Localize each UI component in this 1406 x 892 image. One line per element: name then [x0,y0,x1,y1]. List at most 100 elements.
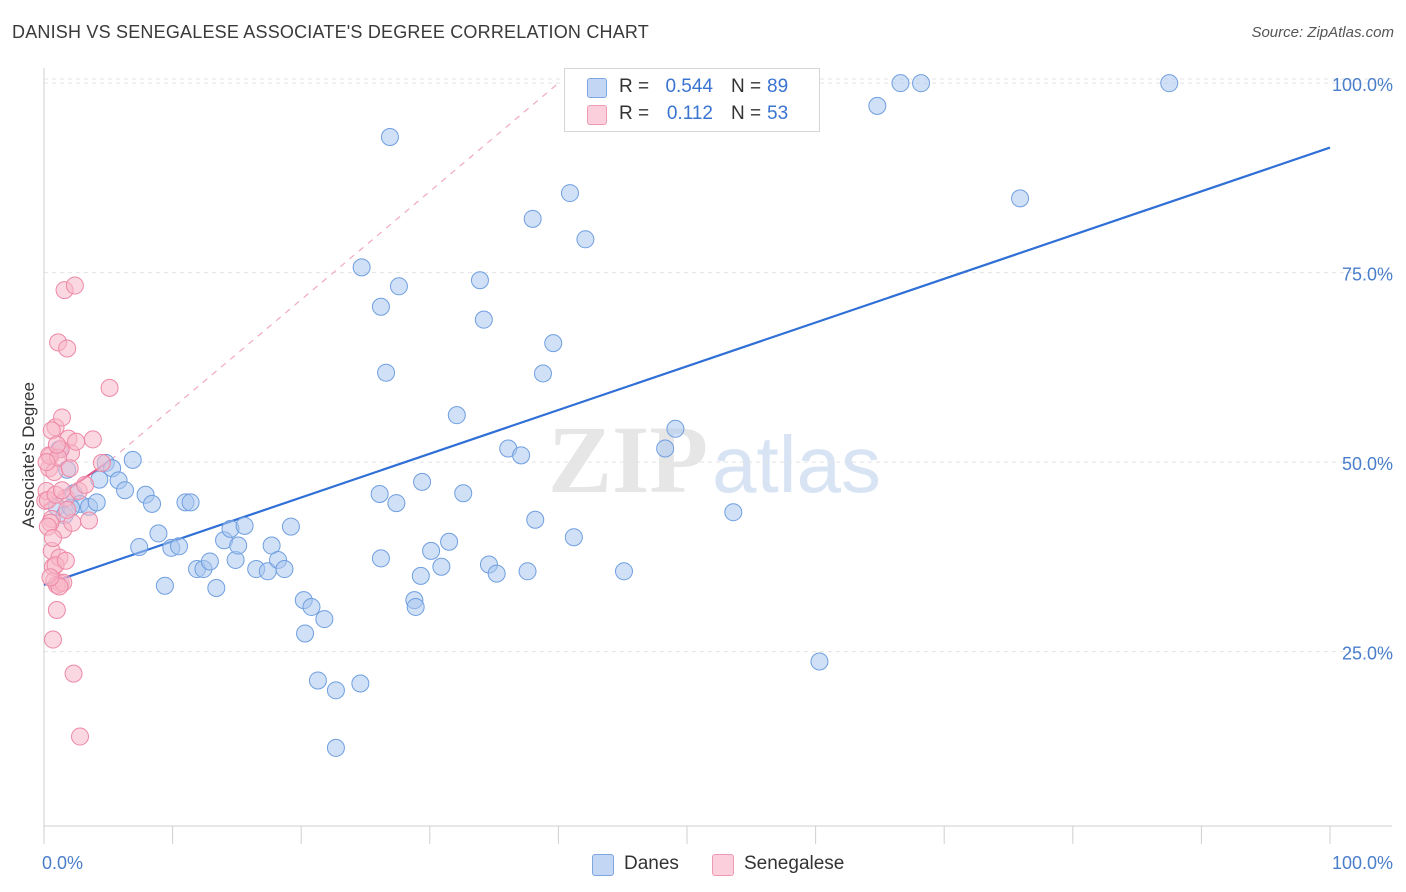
trend-line-danes [43,146,1331,586]
senegalese-point [58,339,77,358]
danes-point [155,576,174,595]
senegalese-point [65,276,84,295]
danes-point [308,671,327,690]
senegalese-r-value: 0.112 [666,103,713,124]
senegalese-point [67,432,86,451]
danes-point [377,363,396,382]
trend-extension-senegalese [110,82,559,461]
danes-point [891,74,910,93]
danes-point [868,96,887,115]
senegalese-point [53,408,72,427]
senegalese-point [58,500,77,519]
senegalese-point [80,511,99,530]
danes-point [912,74,931,93]
danes-swatch [587,78,607,98]
senegalese-point [47,435,66,454]
danes-point [229,536,248,555]
danes-point [526,510,545,529]
y-tick-label: 100.0% [1332,75,1393,95]
danes-n-label: N = [731,76,762,97]
y-tick-label: 50.0% [1342,454,1393,474]
danes-point [275,560,294,579]
danes-point [351,674,370,693]
danes-point [181,493,200,512]
senegalese-point [47,600,66,619]
danes-point [143,494,162,513]
danes-point [560,184,579,203]
series-legend: Danes Senegalese [0,852,1406,878]
senegalese-n-label: N = [731,103,762,124]
danes-legend-swatch [592,854,614,876]
danes-point [371,297,390,316]
danes-point [440,532,459,551]
danes-point [296,624,315,643]
senegalese-point [60,459,79,478]
danes-point [116,481,135,500]
danes-point [422,541,441,560]
danes-point [544,334,563,353]
danes-n-value: 89 [767,76,789,97]
senegalese-r-label: R = [619,103,650,124]
danes-point [447,406,466,425]
watermark-zip: ZIP [548,406,708,513]
danes-point [614,562,633,581]
legend-row-danes: R = 0.544 N = 89 [565,73,819,101]
senegalese-point [92,453,111,472]
danes-point [371,549,390,568]
senegalese-point [44,630,63,649]
danes-point [326,738,345,757]
senegalese-legend-swatch [712,854,734,876]
tick-labels: 25.0% 50.0% 75.0% 100.0% 0.0% 100.0% [42,75,1393,873]
danes-point [474,310,493,329]
danes-point [200,552,219,571]
senegalese-legend-label: Senegalese [744,853,845,874]
danes-point [326,681,345,700]
zipatlas-watermark: ZIP atlas [548,406,881,513]
axes [43,68,1392,844]
danes-point [1011,189,1030,208]
legend-row-senegalese: R = 0.112 N = 53 [565,100,819,128]
y-tick-label: 75.0% [1342,265,1393,285]
danes-point [170,537,189,556]
danes-point [387,494,406,513]
danes-point [413,472,432,491]
danes-point [810,652,829,671]
x-tick-label-max: 100.0% [1332,853,1393,873]
danes-point [518,562,537,581]
grid-lines [44,78,1392,653]
danes-point [352,258,371,277]
danes-point [523,209,542,228]
danes-point [576,230,595,249]
danes-point [1160,74,1179,93]
danes-point [411,566,430,585]
danes-legend-label: Danes [624,853,679,874]
danes-point [235,516,254,535]
danes-point [130,538,149,557]
y-axis-title: Associate's Degree [19,382,38,528]
danes-point [432,557,451,576]
danes-point [370,484,389,503]
senegalese-point [37,453,56,472]
danes-point [487,564,506,583]
senegalese-n-value: 53 [767,103,789,124]
senegalese-point [53,481,72,500]
senegalese-point [71,727,90,746]
senegalese-swatch [587,105,607,125]
senegalese-point [56,551,75,570]
danes-point [724,503,743,522]
x-tick-label-min: 0.0% [42,853,83,873]
danes-point [512,446,531,465]
danes-point [454,484,473,503]
danes-point [564,528,583,547]
danes-point [380,127,399,146]
senegalese-point [100,378,119,397]
stats-legend: R = 0.544 N = 89 R = 0.112 N = 53 [564,68,820,132]
data-points [36,74,1179,757]
senegalese-point [83,430,102,449]
senegalese-point [64,664,83,683]
watermark-atlas: atlas [712,420,881,509]
senegalese-point [41,568,60,587]
danes-point [207,578,226,597]
danes-point [123,450,142,469]
danes-point [315,610,334,629]
